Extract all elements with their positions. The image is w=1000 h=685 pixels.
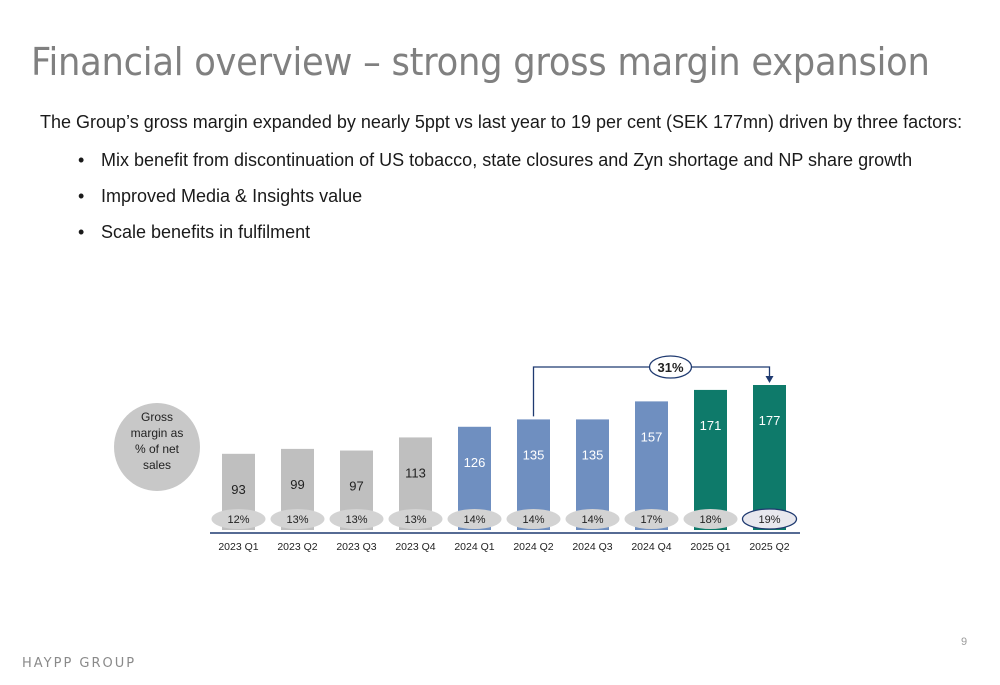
- x-tick-label: 2023 Q3: [336, 541, 376, 553]
- company-logo: HAYPP GROUP: [22, 656, 137, 671]
- margin-label: 18%: [699, 514, 721, 526]
- margin-bubble: [565, 509, 620, 529]
- growth-bubble: [648, 355, 693, 379]
- arrow-head-icon: [765, 376, 774, 383]
- bullet-text: Mix benefit from discontinuation of US t…: [101, 150, 913, 170]
- bar-value-label: 157: [641, 429, 663, 444]
- bar: [635, 401, 668, 530]
- bullet-item: • Scale benefits in fulfilment: [78, 220, 912, 256]
- page-title: Financial overview – strong gross margin…: [31, 40, 930, 84]
- bar-value-label: 171: [700, 418, 722, 433]
- bullet-text: Scale benefits in fulfilment: [101, 222, 311, 242]
- margin-label: 14%: [463, 514, 485, 526]
- bullet-dot-icon: •: [78, 186, 85, 206]
- margin-label: 17%: [640, 514, 662, 526]
- side-label-bubble: [114, 403, 200, 491]
- bullet-text: Improved Media & Insights value: [101, 186, 363, 206]
- margin-label: 12%: [227, 514, 249, 526]
- page-number: 9: [961, 636, 968, 648]
- bullet-dot-icon: •: [78, 150, 85, 170]
- side-label-text: % of net: [135, 442, 180, 456]
- x-tick-label: 2024 Q2: [513, 541, 553, 553]
- x-tick-label: 2024 Q1: [454, 541, 494, 553]
- side-label-text: Gross: [141, 410, 173, 424]
- x-tick-label: 2023 Q4: [395, 541, 435, 553]
- bar-value-label: 135: [523, 447, 545, 462]
- side-label-text: margin as: [131, 426, 184, 440]
- growth-label: 31%: [657, 360, 683, 375]
- margin-label: 13%: [286, 514, 308, 526]
- margin-label: 13%: [404, 514, 426, 526]
- x-tick-label: 2025 Q2: [749, 541, 789, 553]
- bar-value-label: 177: [759, 413, 781, 428]
- margin-bubble: [683, 509, 738, 529]
- x-tick-label: 2024 Q4: [631, 541, 671, 553]
- bullet-dot-icon: •: [78, 222, 85, 242]
- bar-value-label: 93: [231, 482, 245, 497]
- x-tick-label: 2024 Q3: [572, 541, 612, 553]
- bar: [753, 385, 786, 530]
- margin-bubble: [506, 509, 561, 529]
- margin-label: 13%: [345, 514, 367, 526]
- margin-bubble: [211, 509, 266, 529]
- bar-value-label: 126: [464, 455, 486, 470]
- margin-label: 19%: [758, 514, 780, 526]
- margin-bubble: [741, 508, 798, 530]
- bar-value-label: 113: [405, 465, 426, 480]
- bar-value-label: 135: [582, 447, 604, 462]
- margin-bubble: [388, 509, 443, 529]
- bullet-list: • Mix benefit from discontinuation of US …: [78, 148, 912, 256]
- margin-label: 14%: [522, 514, 544, 526]
- margin-label: 14%: [581, 514, 603, 526]
- margin-bubble: [329, 509, 384, 529]
- bullet-item: • Mix benefit from discontinuation of US …: [78, 148, 912, 184]
- intro-text: The Group’s gross margin expanded by nea…: [40, 112, 963, 132]
- x-tick-label: 2023 Q1: [218, 541, 258, 553]
- bar: [694, 389, 727, 530]
- bullet-item: • Improved Media & Insights value: [78, 184, 912, 220]
- margin-bubble: [270, 509, 325, 529]
- margin-bubble: [624, 509, 679, 529]
- margin-bubble: [447, 509, 502, 529]
- bar-value-label: 97: [349, 479, 363, 494]
- x-tick-label: 2025 Q1: [690, 541, 730, 553]
- side-label-text: sales: [143, 458, 171, 472]
- x-tick-label: 2023 Q2: [277, 541, 317, 553]
- bar-value-label: 99: [290, 477, 304, 492]
